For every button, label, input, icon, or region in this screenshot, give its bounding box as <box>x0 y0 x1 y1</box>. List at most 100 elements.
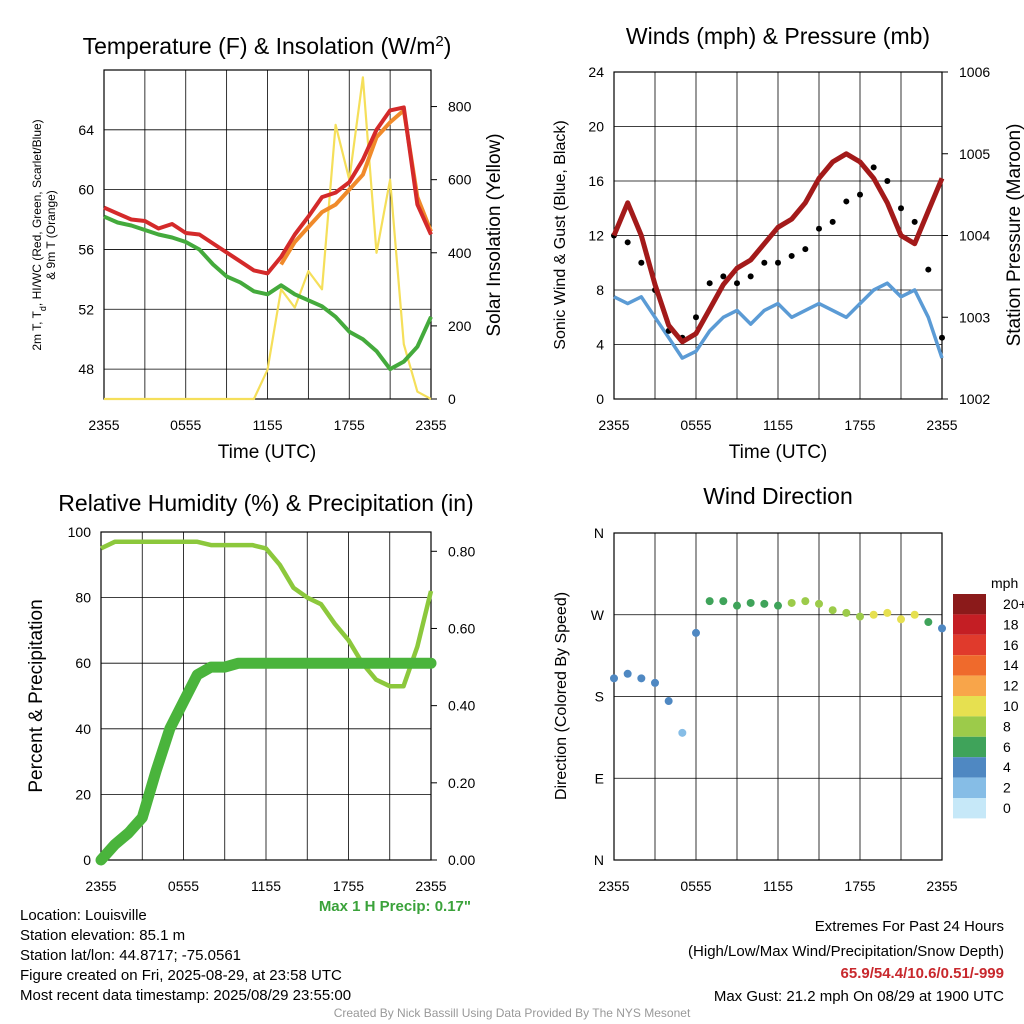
info-created: Figure created on Fri, 2025-08-29, at 23… <box>20 967 342 984</box>
y-tick-label: N <box>594 852 604 868</box>
winds-ylabel: Sonic Wind & Gust (Blue, Black) <box>552 120 569 349</box>
legend-swatch <box>953 798 986 819</box>
y2-tick-label: 200 <box>448 318 472 334</box>
direction-point <box>787 598 796 607</box>
y-tick-label: W <box>591 607 605 623</box>
direction-gridlines <box>614 532 942 861</box>
direction-point <box>801 597 810 606</box>
y-tick-label: 12 <box>588 228 604 244</box>
direction-point <box>719 597 728 606</box>
y2-tick-label: 1002 <box>959 391 990 407</box>
direction-point <box>637 674 646 683</box>
direction-point <box>651 678 659 687</box>
x-tick-label: 1155 <box>252 417 282 433</box>
legend-swatch <box>953 614 986 635</box>
x-tick-label: 1755 <box>844 417 875 433</box>
gust-point <box>829 218 836 225</box>
humidity-ylabel: Percent & Precipitation <box>26 599 47 792</box>
direction-point <box>897 615 905 624</box>
humidity-ticks: 2355 0555 1155 1755 2355 0 20 40 60 80 100 0.00 0.20… <box>68 524 476 894</box>
gust-point <box>775 259 781 266</box>
legend-swatch <box>953 594 986 615</box>
y-tick-label: 0 <box>596 391 604 407</box>
gust-point <box>870 164 877 171</box>
y-tick-label: S <box>595 689 604 705</box>
y2-tick-label: 0.40 <box>448 698 475 714</box>
x-tick-label: 2355 <box>85 878 116 894</box>
y-tick-label: 0 <box>83 852 91 868</box>
gust-point <box>802 246 809 253</box>
direction-point <box>815 599 823 608</box>
gust-point <box>884 178 891 184</box>
gust-point <box>939 334 945 341</box>
legend-swatch <box>953 696 986 717</box>
x-tick-label: 0555 <box>680 417 711 433</box>
winds-gridlines <box>614 71 942 400</box>
direction-point <box>869 610 878 619</box>
solar-ylabel: Solar Insolation (Yellow) <box>484 133 505 336</box>
legend-swatch <box>953 757 986 778</box>
y-tick-label: 100 <box>68 524 92 540</box>
legend-label: 10 <box>1003 698 1019 714</box>
temperature-series <box>103 76 433 401</box>
temperature-panel-title: Temperature (F) & Insolation (W/m2) <box>83 33 452 60</box>
y-tick-label: 60 <box>78 182 94 198</box>
direction-point <box>842 608 851 617</box>
direction-point <box>623 669 632 678</box>
x-tick-label: 2355 <box>926 417 957 433</box>
x-tick-label: 2355 <box>598 417 629 433</box>
y-tick-label: 48 <box>78 361 94 377</box>
direction-point <box>828 606 837 615</box>
y-tick-label: 16 <box>588 173 604 189</box>
y2-tick-label: 0.80 <box>448 543 475 559</box>
legend-label: 6 <box>1003 739 1011 755</box>
winds-panel: Winds (mph) & Pressure (mb) 2355 0555 1155… <box>552 23 1024 463</box>
legend-swatch <box>953 716 986 737</box>
direction-point <box>610 674 618 683</box>
x-tick-label: 0555 <box>168 878 199 894</box>
gust-point <box>843 198 850 205</box>
gust-point <box>624 239 631 246</box>
direction-point <box>678 728 687 737</box>
y2-tick-label: 1005 <box>959 146 990 162</box>
gust-point <box>747 273 754 280</box>
gust-point <box>638 259 645 266</box>
dewpoint-line <box>103 214 433 372</box>
info-latlon: Station lat/lon: 44.8717; -75.0561 <box>20 947 242 964</box>
y2-tick-label: 1003 <box>959 309 990 325</box>
legend-label: 0 <box>1003 800 1011 816</box>
temperature-line <box>103 105 433 276</box>
legend-swatch <box>953 655 986 676</box>
y2-tick-label: 0.20 <box>448 775 475 791</box>
sonic-wind-line <box>613 281 944 360</box>
y2-tick-label: 0.60 <box>448 620 475 636</box>
y2-tick-label: 600 <box>448 172 472 188</box>
legend-label: 14 <box>1003 657 1019 673</box>
y2-tick-label: 400 <box>448 245 472 261</box>
pressure-line <box>611 151 945 345</box>
humidity-series <box>95 539 437 866</box>
direction-ticks: 2355 0555 1155 1755 2355 N E S W N <box>591 525 958 894</box>
info-location: Location: Louisville <box>20 907 147 924</box>
precipitation-line <box>95 657 437 866</box>
legend-title: mph <box>991 575 1018 591</box>
solar-insolation-line <box>104 76 432 401</box>
direction-series <box>610 597 946 737</box>
x-tick-label: 1755 <box>844 878 875 894</box>
gust-point <box>761 259 768 266</box>
y-tick-label: 40 <box>75 721 91 737</box>
gust-point <box>857 191 863 198</box>
x-tick-label: 2355 <box>415 878 446 894</box>
gust-point <box>734 280 740 287</box>
speed-legend: 20+ 18 16 14 12 10 8 6 4 2 0 <box>953 594 1024 819</box>
info-recent: Most recent data timestamp: 2025/08/29 2… <box>20 987 352 1004</box>
legend-swatch <box>953 736 986 758</box>
gust-point <box>816 225 822 232</box>
gust-point <box>911 218 918 225</box>
legend-label: 4 <box>1003 759 1011 775</box>
direction-point <box>664 697 673 706</box>
direction-point <box>733 601 741 610</box>
y2-tick-label: 800 <box>448 99 472 115</box>
y2-tick-label: 1004 <box>959 228 990 244</box>
x-tick-label: 0555 <box>680 878 711 894</box>
